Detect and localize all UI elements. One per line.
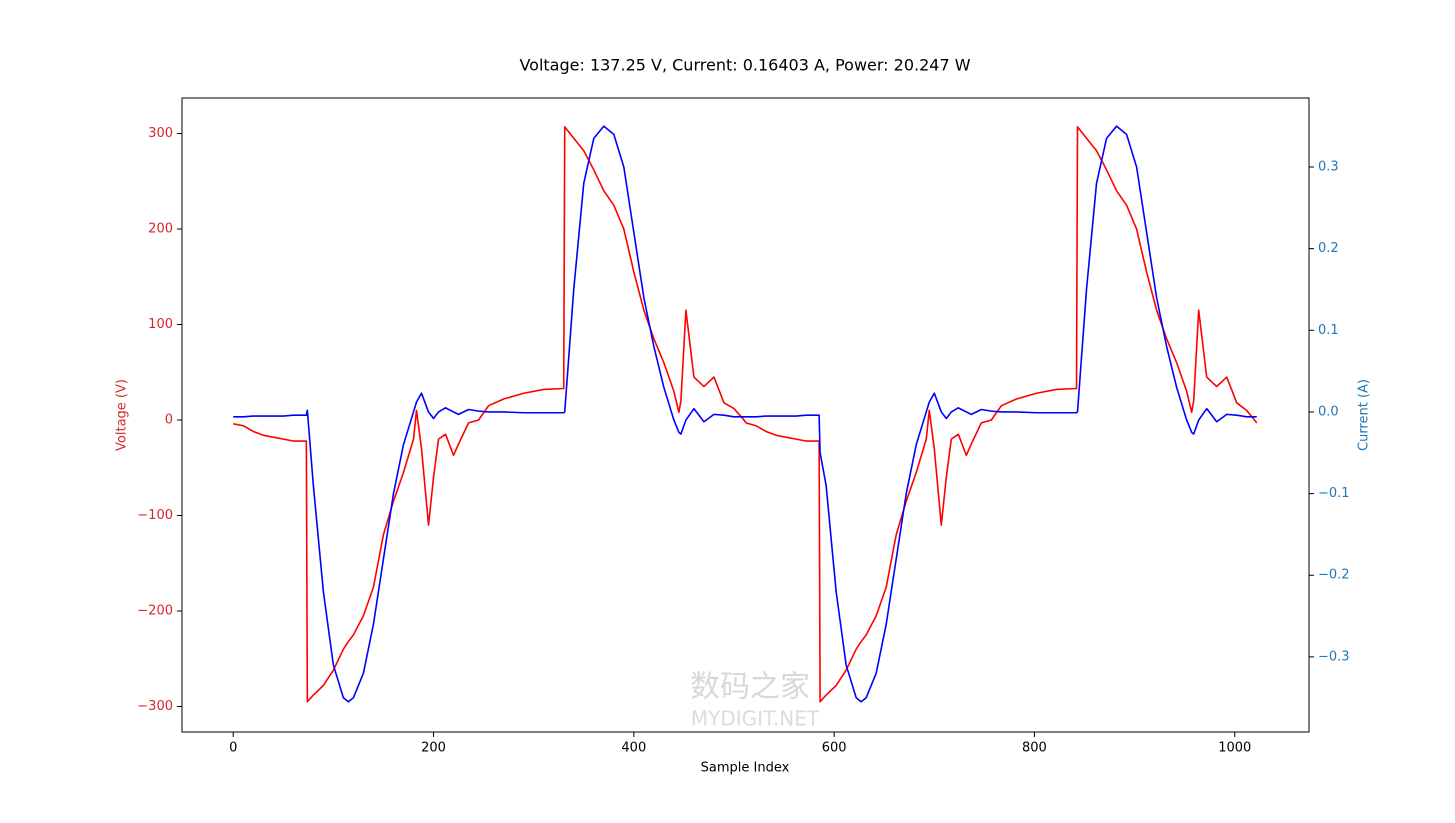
x-tick-label: 200 xyxy=(421,741,446,756)
y2-tick-label: −0.3 xyxy=(1318,649,1350,664)
y2-tick-label: 0.0 xyxy=(1318,404,1339,419)
y-tick-label: 100 xyxy=(148,317,173,332)
y-tick-label: −100 xyxy=(137,508,173,523)
series-line xyxy=(233,125,1257,703)
x-tick-label: 1000 xyxy=(1218,741,1251,756)
x-tick-label: 0 xyxy=(229,741,237,756)
y-tick-label: −200 xyxy=(137,604,173,619)
y2-axis-label: Current (A) xyxy=(1357,379,1372,451)
y-tick-label: −300 xyxy=(137,699,173,714)
y-axis-label: Voltage (V) xyxy=(115,379,130,451)
y2-tick-label: 0.3 xyxy=(1318,159,1339,174)
plot-frame xyxy=(181,97,1310,733)
y2-tick-label: 0.2 xyxy=(1318,241,1339,256)
x-tick-label: 400 xyxy=(621,741,646,756)
y2-tick-label: −0.1 xyxy=(1318,486,1350,501)
x-tick-label: 800 xyxy=(1022,741,1047,756)
x-tick-label: 600 xyxy=(822,741,847,756)
x-axis-label: Sample Index xyxy=(701,761,790,776)
series-line xyxy=(233,126,1258,703)
y-tick-label: 200 xyxy=(148,222,173,237)
y2-tick-label: 0.1 xyxy=(1318,323,1339,338)
watermark: MYDIGIT.NET xyxy=(691,707,820,731)
chart-title: Voltage: 137.25 V, Current: 0.16403 A, P… xyxy=(519,56,970,75)
y-tick-label: 0 xyxy=(165,413,173,428)
y2-tick-label: −0.2 xyxy=(1318,568,1350,583)
watermark: 数码之家 xyxy=(690,670,810,705)
y-tick-label: 300 xyxy=(148,126,173,141)
